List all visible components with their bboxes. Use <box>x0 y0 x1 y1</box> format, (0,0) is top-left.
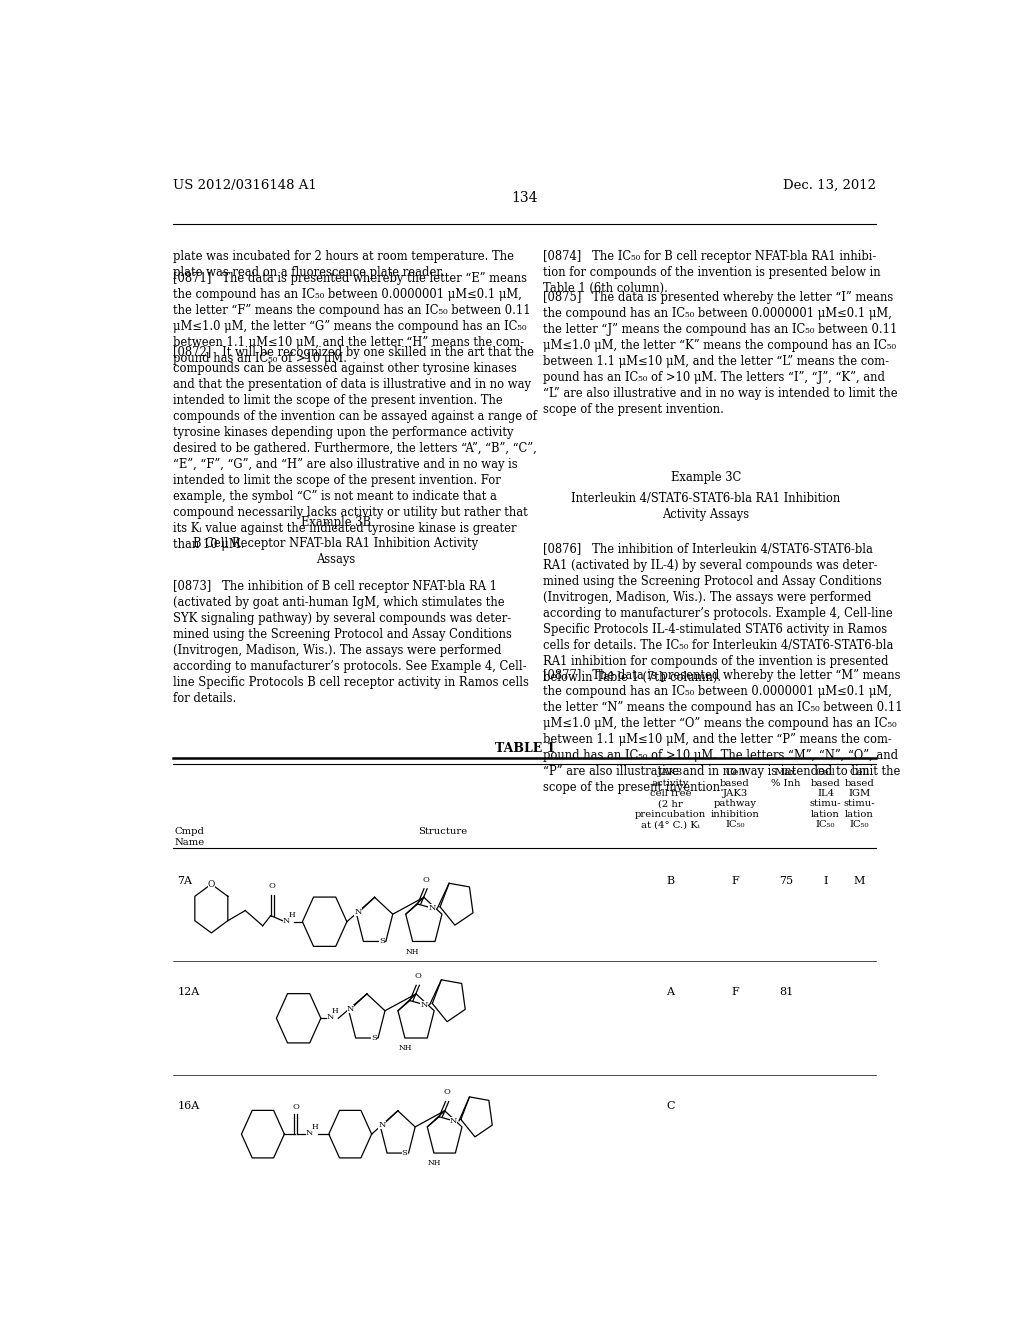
Text: B: B <box>667 876 675 886</box>
Text: M: M <box>854 876 865 886</box>
Text: O: O <box>415 972 421 981</box>
Text: 16A: 16A <box>177 1101 200 1110</box>
Text: O: O <box>269 882 275 890</box>
Text: 81: 81 <box>779 987 793 997</box>
Text: Cell
based
JAK3
pathway
inhibition
IC₅₀: Cell based JAK3 pathway inhibition IC₅₀ <box>711 768 760 829</box>
Text: S: S <box>401 1148 408 1158</box>
Text: O: O <box>443 1089 451 1097</box>
Text: N: N <box>283 916 290 925</box>
Text: S: S <box>379 937 385 945</box>
Text: 134: 134 <box>512 191 538 205</box>
Text: A: A <box>667 987 675 997</box>
Text: O: O <box>208 880 215 890</box>
Text: H: H <box>289 911 295 919</box>
Text: O: O <box>292 1102 299 1110</box>
Text: Structure: Structure <box>418 828 467 836</box>
Text: [0875]   The data is presented whereby the letter “I” means
the compound has an : [0875] The data is presented whereby the… <box>543 290 898 416</box>
Text: F: F <box>731 876 739 886</box>
Text: 7A: 7A <box>177 876 193 886</box>
Text: B Cell Receptor NFAT-bla RA1 Inhibition Activity
Assays: B Cell Receptor NFAT-bla RA1 Inhibition … <box>194 536 478 565</box>
Text: I: I <box>823 876 827 886</box>
Text: N: N <box>347 1005 354 1012</box>
Text: N: N <box>354 908 361 916</box>
Text: Interleukin 4/STAT6-STAT6-bla RA1 Inhibition
Activity Assays: Interleukin 4/STAT6-STAT6-bla RA1 Inhibi… <box>571 492 841 521</box>
Text: S: S <box>371 1034 377 1041</box>
Text: TABLE 1: TABLE 1 <box>495 742 555 755</box>
Text: N: N <box>421 1001 428 1008</box>
Text: F: F <box>731 987 739 997</box>
Text: US 2012/0316148 A1: US 2012/0316148 A1 <box>173 178 317 191</box>
Text: [0873]   The inhibition of B cell receptor NFAT-bla RA 1
(activated by goat anti: [0873] The inhibition of B cell receptor… <box>173 581 529 705</box>
Text: Max
% Inh: Max % Inh <box>771 768 801 788</box>
Text: N: N <box>378 1121 386 1129</box>
Text: NH: NH <box>406 948 420 956</box>
Text: N: N <box>428 904 435 912</box>
Text: H: H <box>332 1007 339 1015</box>
Text: [0872]   It will be recognized by one skilled in the art that the
compounds can : [0872] It will be recognized by one skil… <box>173 346 538 552</box>
Text: H: H <box>311 1123 317 1131</box>
Text: N: N <box>306 1129 313 1137</box>
Text: [0874]   The IC₅₀ for B cell receptor NFAT-bla RA1 inhibi-
tion for compounds of: [0874] The IC₅₀ for B cell receptor NFAT… <box>543 249 881 294</box>
Text: Cmpd
Name: Cmpd Name <box>175 828 205 846</box>
Text: [0871]   The data is presented whereby the letter “E” means
the compound has an : [0871] The data is presented whereby the… <box>173 272 530 366</box>
Text: 12A: 12A <box>177 987 200 997</box>
Text: Cell
based
IL4
stimu-
lation
IC₅₀: Cell based IL4 stimu- lation IC₅₀ <box>810 768 842 829</box>
Text: N: N <box>327 1014 334 1022</box>
Text: Cell
based
IGM
stimu-
lation
IC₅₀: Cell based IGM stimu- lation IC₅₀ <box>844 768 876 829</box>
Text: 75: 75 <box>779 876 793 886</box>
Text: NH: NH <box>427 1159 440 1167</box>
Text: O: O <box>422 875 429 883</box>
Text: C: C <box>667 1101 675 1110</box>
Text: JAK3
activity
cell free
(2 hr
preincubation
at (4° C.) Kᵢ: JAK3 activity cell free (2 hr preincubat… <box>635 768 707 829</box>
Text: Dec. 13, 2012: Dec. 13, 2012 <box>783 178 877 191</box>
Text: [0877]   The data is presented whereby the letter “M” means
the compound has an : [0877] The data is presented whereby the… <box>543 669 903 793</box>
Text: Example 3B: Example 3B <box>301 516 371 529</box>
Text: plate was incubated for 2 hours at room temperature. The
plate was read on a flu: plate was incubated for 2 hours at room … <box>173 249 514 279</box>
Text: NH: NH <box>398 1044 412 1052</box>
Text: N: N <box>450 1117 457 1125</box>
Text: Example 3C: Example 3C <box>671 471 741 484</box>
Text: [0876]   The inhibition of Interleukin 4/STAT6-STAT6-bla
RA1 (activated by IL-4): [0876] The inhibition of Interleukin 4/S… <box>543 543 893 684</box>
